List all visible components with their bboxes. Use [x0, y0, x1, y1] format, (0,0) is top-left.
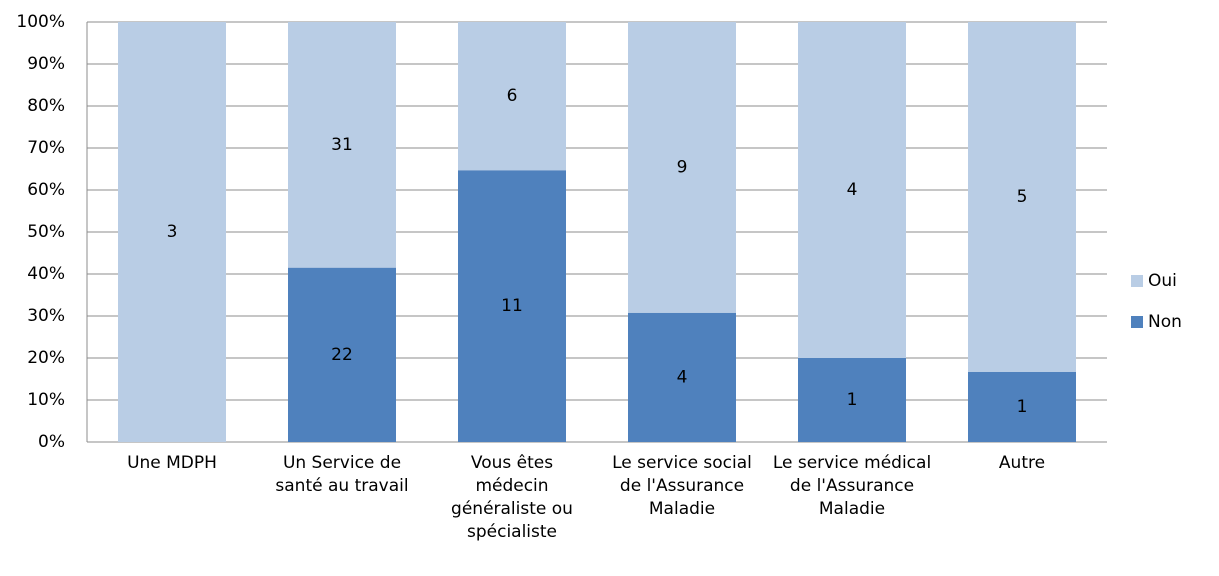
- bar-segment: [968, 22, 1076, 372]
- data-label: 6: [507, 86, 518, 106]
- y-tick-label: 80%: [27, 96, 65, 116]
- y-tick-label: 30%: [27, 306, 65, 326]
- bar-segment: [288, 267, 396, 442]
- y-tick-label: 50%: [27, 222, 65, 242]
- x-tick-label: Un Service de santé au travail: [275, 453, 409, 496]
- x-tick-label: Le service social de l'Assurance Maladie: [612, 453, 752, 519]
- bar-segment: [968, 372, 1076, 442]
- legend-swatch: [1131, 316, 1143, 328]
- data-label: 1: [1017, 397, 1028, 417]
- y-tick-label: 90%: [27, 54, 65, 74]
- bar-segment: [628, 312, 736, 442]
- data-label: 9: [677, 157, 688, 177]
- x-tick-label: Vous êtes médecin généraliste ou spécial…: [451, 453, 573, 542]
- x-tick-label: Le service médical de l'Assurance Maladi…: [772, 453, 932, 519]
- legend-swatch: [1131, 275, 1143, 287]
- bar-segment: [118, 22, 226, 442]
- x-tick-label: Autre: [998, 453, 1046, 473]
- y-tick-label: 0%: [38, 432, 65, 452]
- y-tick-label: 100%: [16, 12, 65, 32]
- bar-segment: [288, 22, 396, 268]
- data-label: 31: [331, 135, 353, 155]
- y-tick-label: 40%: [27, 264, 65, 284]
- bar-segment: [458, 22, 566, 171]
- y-tick-label: 20%: [27, 348, 65, 368]
- legend-label: Oui: [1148, 271, 1177, 291]
- data-label: 4: [847, 180, 858, 200]
- data-label: 5: [1017, 187, 1028, 207]
- data-label: 11: [501, 296, 523, 316]
- y-tick-label: 60%: [27, 180, 65, 200]
- legend-label: Non: [1148, 312, 1182, 332]
- bar-segment: [458, 170, 566, 442]
- bar-segment: [628, 22, 736, 313]
- bar-segment: [798, 358, 906, 442]
- bar-segment: [798, 22, 906, 358]
- data-label: 3: [167, 222, 178, 242]
- y-tick-label: 70%: [27, 138, 65, 158]
- data-label: 1: [847, 390, 858, 410]
- y-tick-label: 10%: [27, 390, 65, 410]
- data-label: 4: [677, 367, 688, 387]
- data-label: 22: [331, 345, 353, 365]
- x-tick-label: Une MDPH: [127, 453, 217, 473]
